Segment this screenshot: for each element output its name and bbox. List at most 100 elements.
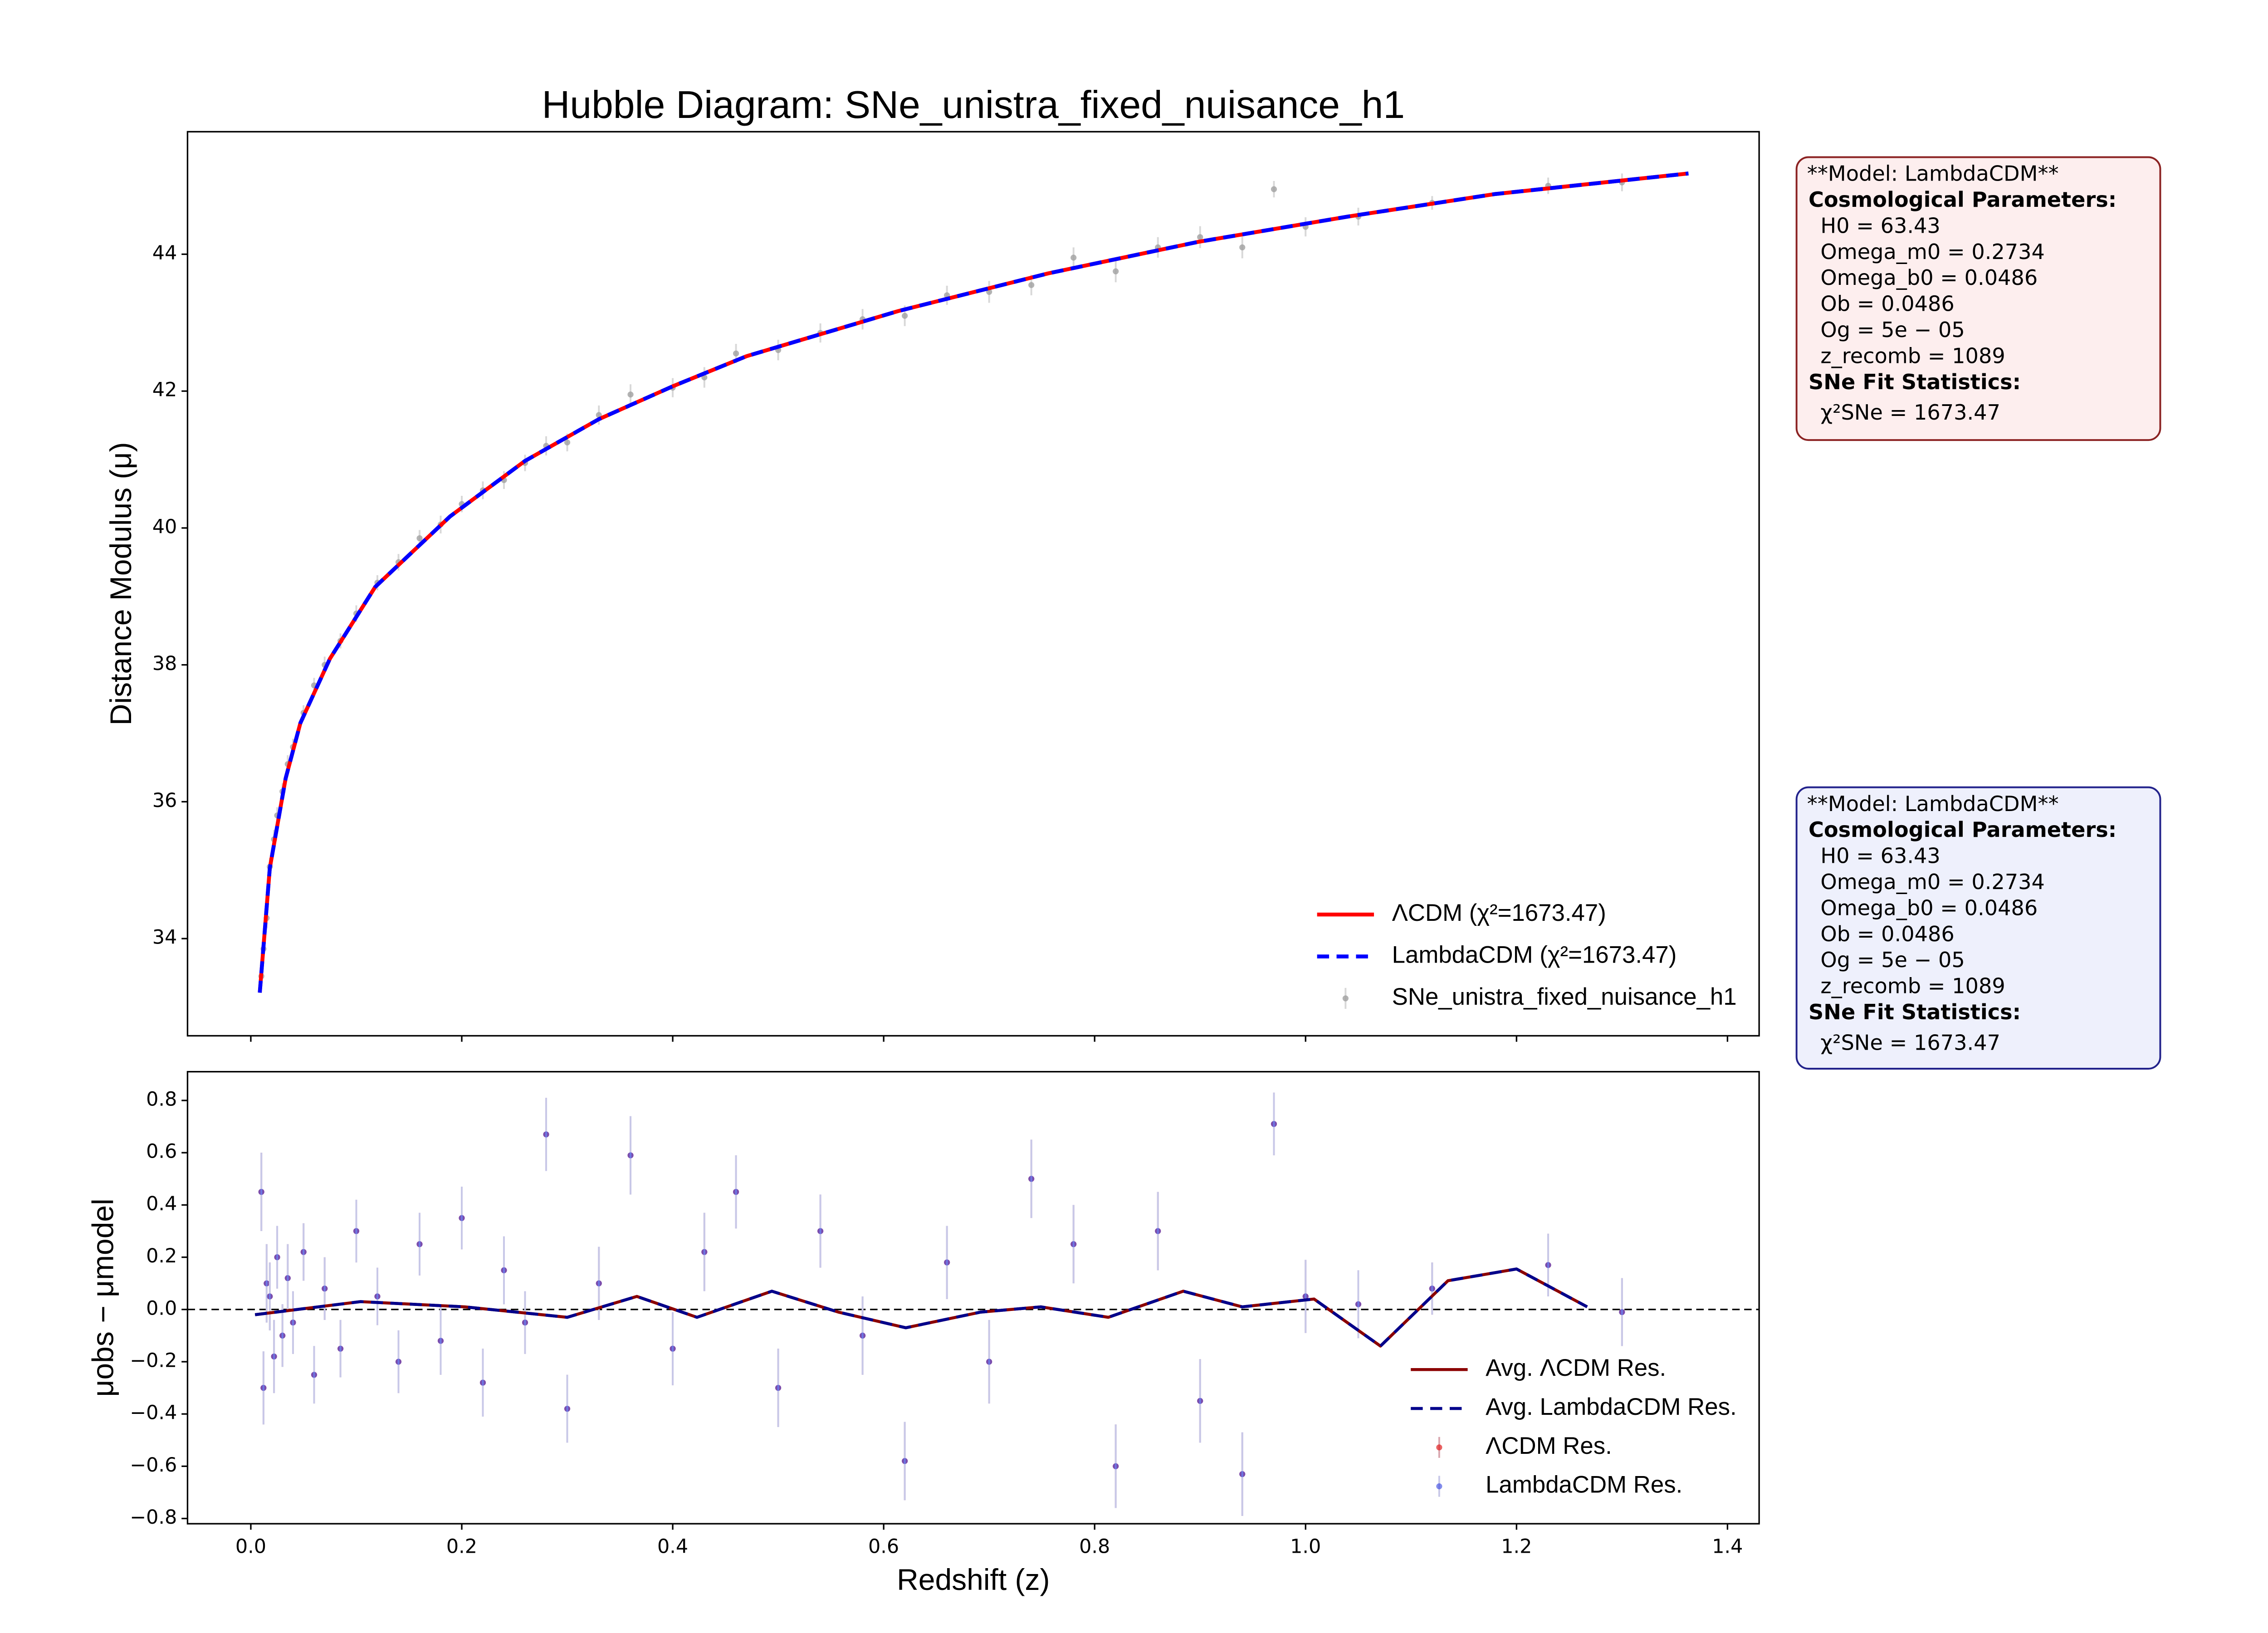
data-point [564,1406,571,1412]
legend-label: LambdaCDM (χ²=1673.47) [1392,941,1677,968]
data-point [1028,1176,1035,1182]
data-point [1355,1301,1362,1307]
legend-symbol [1342,995,1349,1002]
x-tick-label: 1.2 [1501,1535,1532,1558]
data-point [733,350,739,357]
data-point [279,1332,286,1339]
axes-frame [186,1071,1760,1525]
x-tick-label: 0.6 [868,1535,899,1558]
data-point [374,1293,381,1300]
y-tick-label: 0.6 [146,1140,177,1163]
y-tick-label: 38 [152,652,177,675]
annotation-line: Omega_b0 = 0.0486 [1820,895,2038,920]
data-point [271,1353,277,1360]
data-point [902,1458,908,1464]
annotation-line: H0 = 63.43 [1820,844,1940,868]
annotation-box [1795,786,2161,1070]
x-tick-label: 0.0 [235,1535,266,1558]
data-point [501,1267,507,1273]
data-point [264,1280,270,1286]
data-point [459,1215,465,1221]
dashed-line [254,1267,1588,1348]
legend-symbol [1436,1444,1442,1451]
y-tick-label: 0.8 [146,1088,177,1110]
data-point [311,1372,318,1378]
annotation-line: Ob = 0.0486 [1820,292,1954,316]
data-point [1239,1471,1246,1477]
data-point [1302,1293,1309,1300]
data-point [670,1345,676,1352]
y-tick-label: 0.0 [146,1297,177,1320]
data-point [627,1152,634,1159]
data-point [1070,1241,1077,1247]
data-point [701,1249,708,1255]
data-point [986,1359,992,1365]
legend-label: SNe_unistra_fixed_nuisance_h1 [1392,983,1737,1010]
annotation-line: Omega_m0 = 0.2734 [1820,240,2045,264]
data-point [1619,1309,1625,1315]
y-axis-label: μobs − μmodel [86,1198,119,1397]
legend-label: ΛCDM (χ²=1673.47) [1392,900,1606,926]
annotation-line: χ²SNe = 1673.47 [1820,1030,2000,1055]
axes-frame [186,131,1760,1037]
data-point [416,1241,423,1247]
annotation-line: Ob = 0.0486 [1820,922,1954,946]
data-point [1429,1286,1435,1292]
data-point [353,1228,360,1234]
data-point [627,391,634,398]
y-tick-label: −0.4 [130,1402,177,1424]
legend-label: LambdaCDM Res. [1486,1472,1682,1498]
y-tick-label: 34 [152,926,177,949]
data-point [775,1384,782,1391]
data-point [944,1259,950,1266]
data-point [1197,1398,1203,1404]
data-point [522,1319,528,1326]
data-point [322,1286,328,1292]
data-point [1070,254,1077,261]
dashed-line [258,171,1689,993]
annotation-line: Omega_b0 = 0.0486 [1820,265,2038,290]
annotation-line: z_recomb = 1089 [1820,974,2005,998]
annotation-line: χ²SNe = 1673.47 [1820,400,2000,425]
data-point [416,535,423,542]
y-axis-label: Distance Modulus (μ) [104,442,137,726]
annotation-line: Cosmological Parameters: [1809,187,2116,212]
data-point [267,1293,273,1300]
y-tick-label: −0.2 [130,1349,177,1372]
legend-symbol [1436,1483,1442,1490]
data-point [1113,1463,1119,1469]
data-point [479,1379,486,1386]
annotation-line: Og = 5e − 05 [1820,948,1965,972]
annotation-line: H0 = 63.43 [1820,213,1940,238]
chart-title: Hubble Diagram: SNe_unistra_fixed_nuisan… [542,83,1405,127]
data-point [260,1384,267,1391]
x-tick-label: 0.2 [446,1535,477,1558]
data-point [543,1131,549,1138]
data-point [395,1359,402,1365]
data-point [1197,234,1203,240]
data-point [902,313,908,319]
annotation-line: SNe Fit Statistics: [1809,1000,2021,1024]
legend-label: ΛCDM Res. [1486,1433,1612,1459]
x-tick-label: 1.0 [1290,1535,1321,1558]
data-point [337,1345,344,1352]
y-tick-label: 36 [152,789,177,812]
annotation-line: Og = 5e − 05 [1820,318,1965,342]
data-point [1271,186,1277,192]
annotation-line: Omega_m0 = 0.2734 [1820,870,2045,894]
legend-label: Avg. LambdaCDM Res. [1486,1393,1736,1420]
data-point [300,1249,307,1255]
data-point [1545,1262,1551,1268]
annotation-line: z_recomb = 1089 [1820,343,2005,368]
data-point [437,1338,444,1344]
data-point [1155,1228,1161,1234]
y-tick-label: 40 [152,515,177,538]
data-point [596,1280,602,1286]
x-tick-label: 0.8 [1079,1535,1110,1558]
annotation-line: **Model: LambdaCDM** [1807,792,2059,816]
y-tick-label: 0.4 [146,1193,177,1215]
data-point [284,1275,291,1281]
data-point [290,1319,296,1326]
data-point [1113,268,1119,274]
